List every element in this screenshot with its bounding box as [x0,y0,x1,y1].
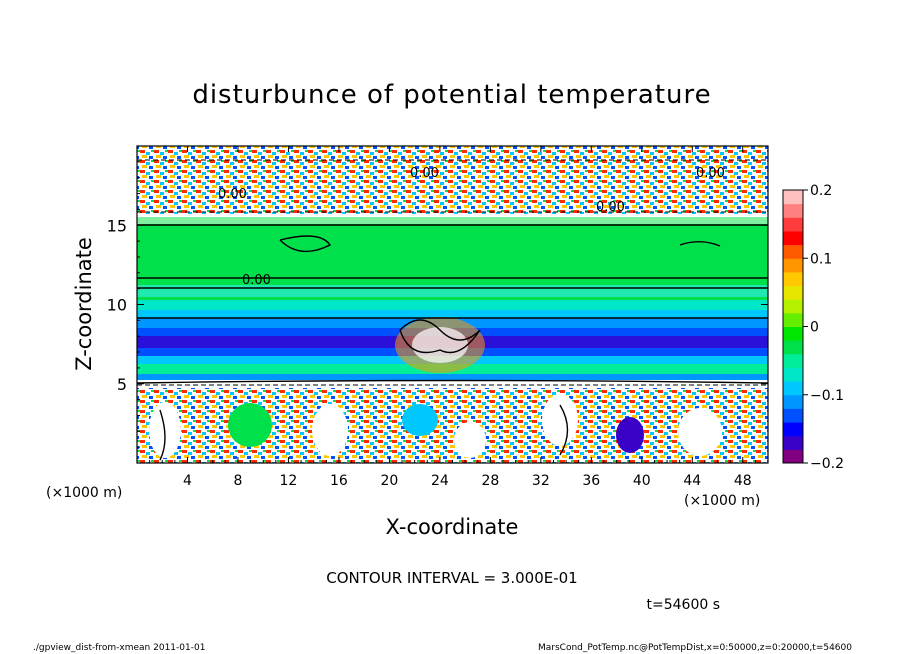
colorbar-swatch [783,326,803,341]
colorbar-swatch [783,217,803,232]
contour-interval: CONTOUR INTERVAL = 3.000E-01 [326,569,577,587]
colorbar-tick-label: 0.1 [810,251,832,267]
colorbar-tick-label: 0.2 [810,183,832,199]
contour-label: 0.00 [596,200,625,215]
colorbar-swatch [783,381,803,396]
y-axis-label: Z-coordinate [72,237,96,371]
colorbar-swatch [783,258,803,273]
x-tick-label: 4 [183,473,192,489]
colorbar-swatch [783,340,803,355]
x-unit-label: (×1000 m) [684,493,760,509]
colorbar-swatch [783,230,803,246]
x-tick-label: 28 [481,473,499,489]
colorbar-swatch [783,408,803,423]
colorbar-tick-label: −0.1 [810,388,844,404]
y-tick-label: 10 [107,296,127,315]
footer-right: MarsCond_PotTemp.nc@PotTempDist,x=0:5000… [538,643,852,653]
z-unit-label: (×1000 m) [46,485,122,501]
colorbar: 0.2 0.1 0 −0.1 −0.2 [782,183,844,472]
colorbar-swatch [783,203,803,218]
footer-left: ./gpview_dist-from-xmean 2011-01-01 [33,643,205,653]
colorbar-swatch [783,299,803,314]
y-tick-label: 15 [107,216,127,235]
colorbar-tick-label: −0.2 [810,456,844,472]
time-label: t=54600 s [647,597,721,613]
y-axis: 5 10 15 [107,161,768,448]
colorbar-swatch [783,353,803,368]
contour-label: 0.00 [218,187,247,202]
colorbar-swatch [783,422,803,437]
x-tick-label: 12 [280,473,298,489]
x-tick-label: 40 [633,473,651,489]
x-axis-label: X-coordinate [386,515,519,539]
x-tick-label: 44 [683,473,701,489]
plot-area: 0.00 0.00 0.00 0.00 0.00 [137,146,768,463]
contour-label: 0.00 [696,166,725,181]
colorbar-swatch [783,190,803,205]
x-tick-label: 36 [582,473,600,489]
x-tick-label: 8 [233,473,242,489]
colorbar-swatch [783,244,803,259]
x-tick-label: 16 [330,473,348,489]
y-tick-label: 5 [117,375,127,394]
x-tick-label: 48 [734,473,752,489]
colorbar-swatch [783,285,803,300]
colorbar-tick-label: 0 [810,320,819,336]
contour-label: 0.00 [242,273,271,288]
chart-title: disturbunce of potential temperature [192,80,711,110]
x-tick-label: 20 [380,473,398,489]
colorbar-swatch [783,271,803,287]
x-tick-label: 24 [431,473,449,489]
colorbar-swatch [783,435,803,450]
contour-label: 0.00 [410,166,439,181]
colorbar-swatch [783,367,803,382]
upper-turbulent-layer [137,146,768,216]
x-axis: 4 8 12 16 20 24 28 32 36 40 44 48 [149,146,756,489]
x-tick-label: 32 [532,473,550,489]
colorbar-swatch [783,312,803,327]
colorbar-swatch [783,394,803,409]
colorbar-swatch [783,449,803,464]
